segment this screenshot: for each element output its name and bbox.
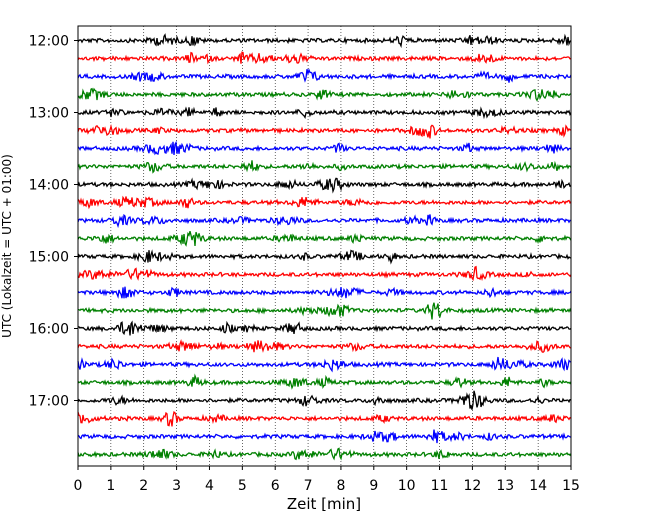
y-tick-label: 15:00 <box>29 250 69 266</box>
x-tick-label: 15 <box>562 478 580 494</box>
seismic-trace <box>77 447 572 461</box>
x-tick-label: 14 <box>529 478 547 494</box>
seismic-trace <box>77 140 572 156</box>
seismic-trace <box>77 87 572 102</box>
x-tick-label: 4 <box>205 478 214 494</box>
seismic-trace <box>77 265 572 282</box>
y-tick-label: 13:00 <box>29 106 69 122</box>
x-tick-label: 8 <box>336 478 345 494</box>
seismic-trace <box>77 124 572 139</box>
seismic-trace <box>77 195 572 210</box>
seismic-trace <box>77 390 572 410</box>
y-tick-label: 17:00 <box>29 394 69 410</box>
x-tick-label: 3 <box>172 478 181 494</box>
seismic-trace <box>77 33 572 49</box>
x-axis-ticks: 0 1 2 3 4 5 6 7 8 9 10 11 12 13 14 15 <box>74 466 580 494</box>
seismic-trace <box>77 230 572 247</box>
plot-frame <box>77 25 572 467</box>
seismic-trace <box>77 177 572 194</box>
y-tick-label: 14:00 <box>29 178 69 194</box>
seismic-trace <box>77 68 572 83</box>
y-tick-label: 16:00 <box>29 322 69 338</box>
seismic-trace <box>77 302 572 320</box>
seismic-trace <box>77 249 572 265</box>
seismic-trace <box>77 356 572 373</box>
seismic-traces <box>77 33 572 461</box>
seismic-trace <box>77 429 572 444</box>
x-tick-label: 11 <box>431 478 449 494</box>
x-tick-label: 2 <box>139 478 148 494</box>
seismic-trace <box>77 339 572 354</box>
x-tick-label: 9 <box>369 478 378 494</box>
seismic-trace <box>77 373 572 390</box>
x-tick-label: 6 <box>271 478 280 494</box>
x-tick-label: 0 <box>74 478 83 494</box>
y-tick-label: 12:00 <box>29 34 69 50</box>
y-axis-ticks: 12:00 13:00 14:00 15:00 16:00 17:00 <box>29 34 78 410</box>
y-axis-label: UTC (Lokalzeit = UTC + 01:00) <box>0 154 14 338</box>
seismic-trace <box>77 320 572 336</box>
x-axis-label: Zeit [min] <box>287 495 361 513</box>
x-tick-label: 10 <box>398 478 416 494</box>
seismic-trace <box>77 51 572 65</box>
x-tick-label: 7 <box>304 478 313 494</box>
grid-lines <box>110 26 539 466</box>
seismic-trace <box>77 160 572 174</box>
seismic-trace <box>77 106 572 120</box>
seismic-trace <box>77 286 572 299</box>
seismic-trace <box>77 411 572 427</box>
x-tick-label: 12 <box>463 478 481 494</box>
x-tick-label: 5 <box>238 478 247 494</box>
x-tick-label: 13 <box>496 478 514 494</box>
x-tick-label: 1 <box>106 478 115 494</box>
seismic-trace <box>77 213 572 229</box>
